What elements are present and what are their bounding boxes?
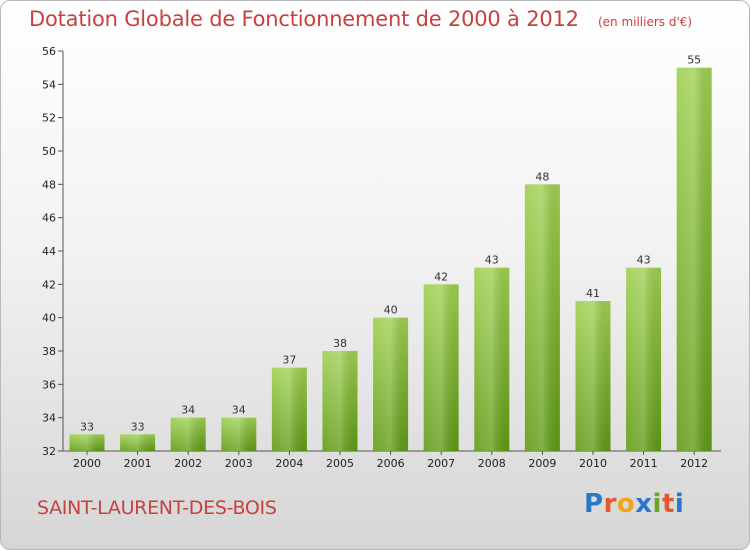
bar-value-label: 38 [333, 337, 347, 350]
chart-title: Dotation Globale de Fonctionnement de 20… [29, 7, 579, 31]
x-tick-label: 2005 [326, 457, 354, 470]
bar-value-label: 43 [485, 254, 499, 267]
x-tick-label: 2007 [427, 457, 455, 470]
logo-letter: i [652, 489, 662, 519]
x-tick-label: 2003 [225, 457, 253, 470]
chart-bars: 33 33 34 34 37 38 40 42 43 48 41 43 55 [69, 54, 712, 452]
y-tick-label: 38 [42, 345, 56, 358]
y-tick-label: 50 [42, 145, 56, 158]
bar-shine [474, 267, 510, 451]
logo-letter: t [661, 489, 675, 519]
logo-letter: x [635, 489, 653, 519]
x-tick-label: 2006 [377, 457, 405, 470]
bar-value-label: 37 [282, 354, 296, 367]
bar-value-label: 34 [232, 404, 246, 417]
bar-value-label: 33 [80, 420, 94, 433]
bar-shine [373, 317, 409, 451]
bar-shine [271, 367, 307, 451]
y-tick-label: 56 [42, 45, 56, 58]
logo-letter: r [603, 489, 617, 519]
bar-shine [69, 434, 105, 451]
bar-shine [575, 301, 611, 451]
bar-shine [626, 267, 662, 451]
chart-header: Dotation Globale de Fonctionnement de 20… [29, 7, 692, 31]
bar-shine [676, 67, 712, 452]
bar-shine [524, 184, 560, 452]
bar-value-label: 42 [434, 270, 448, 283]
y-tick-label: 54 [42, 78, 56, 91]
logo-letter: P [584, 489, 604, 519]
bar-shine [423, 284, 459, 451]
x-tick-label: 2004 [275, 457, 303, 470]
y-tick-label: 36 [42, 378, 56, 391]
proxiti-logo: Proxiti [584, 489, 684, 519]
bar-shine [170, 417, 206, 451]
chart-axes: 32 34 36 38 40 42 44 46 48 50 52 54 56 2000 2001 2002 20… [42, 45, 721, 470]
bar-value-label: 33 [131, 420, 145, 433]
bar-value-label: 40 [384, 304, 398, 317]
bar-value-label: 43 [637, 254, 651, 267]
y-tick-label: 44 [42, 245, 56, 258]
bar-value-label: 34 [181, 404, 195, 417]
bar-value-label: 55 [687, 54, 701, 67]
bar-value-label: 48 [535, 170, 549, 183]
x-tick-label: 2001 [124, 457, 152, 470]
bar-shine [221, 417, 257, 451]
bar-value-label: 41 [586, 287, 600, 300]
y-tick-label: 48 [42, 178, 56, 191]
logo-letter: i [674, 489, 685, 519]
x-tick-label: 2009 [528, 457, 556, 470]
x-tick-label: 2011 [630, 457, 658, 470]
chart-unit: (en milliers d'€) [597, 15, 693, 29]
y-tick-label: 40 [42, 312, 56, 325]
x-tick-label: 2002 [174, 457, 202, 470]
y-tick-label: 46 [42, 212, 56, 225]
x-tick-label: 2012 [680, 457, 708, 470]
x-tick-label: 2008 [478, 457, 506, 470]
y-tick-label: 52 [42, 112, 56, 125]
x-tick-label: 2000 [73, 457, 101, 470]
y-tick-label: 42 [42, 278, 56, 291]
bar-shine [322, 351, 358, 451]
bar-shine [120, 434, 156, 451]
x-tick-label: 2010 [579, 457, 607, 470]
y-tick-label: 32 [42, 445, 56, 458]
commune-name: SAINT-LAURENT-DES-BOIS [37, 497, 277, 519]
y-tick-label: 34 [42, 412, 56, 425]
logo-letter: o [616, 489, 636, 519]
